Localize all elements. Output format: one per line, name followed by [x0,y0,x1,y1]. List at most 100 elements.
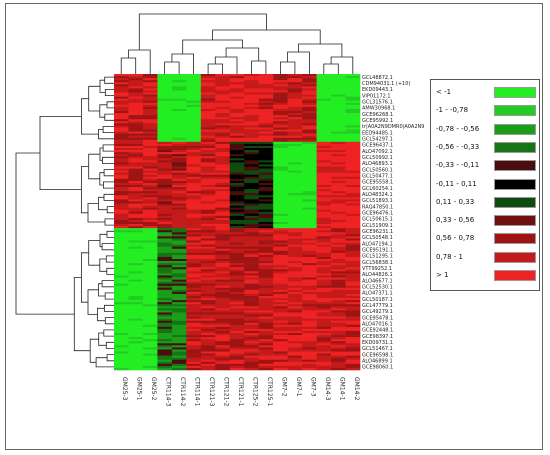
heatmap-cell [200,328,216,332]
heatmap-cell [287,209,303,213]
heatmap-cell [215,160,231,163]
heatmap-cell [244,100,260,104]
heatmap-cell [273,78,288,81]
heatmap-cell [114,139,129,143]
heatmap-cell [273,168,288,171]
column-tick-label: GM14-1 [338,377,345,401]
heatmap-cell [273,230,288,233]
heatmap-cell [273,108,288,112]
column-tick-label: GM14-2 [353,377,360,401]
heatmap-cell [345,215,361,219]
heatmap-cell [128,92,144,95]
heatmap-cell [171,263,187,266]
heatmap-cell [345,185,361,188]
heatmap-cell [331,281,346,284]
heatmap-cell [157,279,173,282]
heatmap-cell [273,148,288,151]
heatmap-cell [331,141,346,145]
heatmap-cell [186,234,202,237]
heatmap-cell [157,259,173,262]
heatmap-cell [345,135,361,139]
heatmap-cell [114,195,129,198]
heatmap-cell [244,287,260,291]
heatmap-cell [273,337,288,340]
heatmap-cell [229,90,245,93]
heatmap-cell [114,102,129,106]
heatmap-cell [200,187,216,190]
heatmap-cell [215,201,231,204]
heatmap-cell [114,359,129,363]
heatmap-cell [302,137,317,141]
heatmap-cell [258,357,274,361]
heatmap-cell [157,201,173,204]
heatmap-cell [316,180,332,184]
heatmap-cell [229,205,245,208]
heatmap-cell [331,117,346,120]
column-tick-label: GM7-2 [280,377,287,397]
heatmap-cell [287,234,303,237]
heatmap-cell [287,265,303,268]
heatmap-cell [171,275,187,278]
heatmap-cell [128,156,144,159]
heatmap-cell [345,269,361,272]
heatmap-cell [316,76,332,79]
heatmap-cell [287,129,303,132]
heatmap-cell [128,164,144,167]
heatmap-cell [157,152,173,155]
heatmap-cell [302,145,317,149]
heatmap-cell [287,232,303,235]
heatmap-cell [186,113,202,116]
heatmap-cell [273,277,288,280]
heatmap-cell [331,259,346,262]
heatmap-cell [142,154,158,157]
heatmap-cell [244,361,260,365]
heatmap-cell [142,125,158,128]
heatmap-cell [215,152,231,155]
heatmap-cell [331,269,346,272]
heatmap-cell [142,145,158,149]
heatmap-cell [287,296,303,299]
heatmap-cell [345,127,361,130]
heatmap-cell [171,308,187,311]
heatmap-cell [258,335,274,338]
heatmap-cell [157,246,173,250]
heatmap-cell [345,337,361,340]
heatmap-cell [114,322,129,326]
heatmap-cell [244,339,260,342]
heatmap-cell [200,308,216,311]
heatmap-cell [244,133,260,136]
heatmap-cell [287,335,303,338]
heatmap-cell [287,291,303,295]
heatmap-cell [114,281,129,284]
heatmap-cell [114,265,129,268]
heatmap-cell [114,343,129,346]
heatmap-cell [114,351,129,354]
heatmap-cell [200,193,216,196]
heatmap-cell [186,293,202,297]
heatmap-cell [114,363,129,367]
heatmap-cell [215,102,231,106]
heatmap-cell [114,119,129,122]
heatmap-cell [142,123,158,126]
heatmap-cell [229,108,245,112]
row-dendrogram-branch [103,181,114,189]
row-dendrogram-branch [98,129,114,140]
heatmap-cell [186,357,202,361]
heatmap-cell [142,131,158,134]
heatmap-cell [114,187,129,190]
heatmap-cell [186,291,202,295]
heatmap-cell [200,158,216,161]
heatmap-cell [316,133,332,136]
heatmap-cell [142,318,158,321]
heatmap-cell [287,359,303,363]
heatmap-cell [229,320,245,324]
heatmap-cell [114,164,129,167]
heatmap-cell [114,80,129,83]
heatmap-cell [316,119,332,122]
heatmap-cell [273,174,288,178]
heatmap-cell [302,135,317,139]
heatmap-cell [287,246,303,250]
heatmap-cell [157,96,173,99]
heatmap-cell [142,242,158,245]
heatmap-cell [287,365,303,369]
